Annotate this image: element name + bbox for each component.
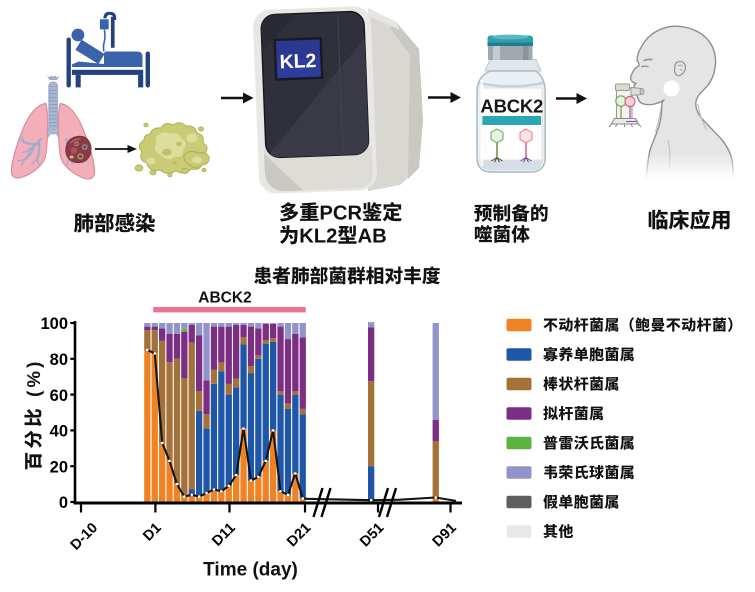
svg-text:D21: D21 [284,520,314,550]
svg-text:60: 60 [50,387,68,405]
svg-text:D91: D91 [430,520,460,550]
svg-text:Time (day): Time (day) [203,560,298,581]
svg-text:D-10: D-10 [68,520,102,554]
svg-text:D51: D51 [357,520,387,550]
svg-text:0: 0 [59,494,68,512]
svg-text:100: 100 [40,315,68,333]
svg-text:ABCK2: ABCK2 [480,96,543,117]
svg-text:80: 80 [50,351,68,369]
svg-text:40: 40 [50,423,68,441]
svg-text:20: 20 [50,458,68,476]
svg-text:KL2: KL2 [279,50,317,73]
svg-text:D11: D11 [209,520,239,550]
svg-text:D1: D1 [140,520,164,544]
svg-text:ABCK2: ABCK2 [198,290,251,307]
